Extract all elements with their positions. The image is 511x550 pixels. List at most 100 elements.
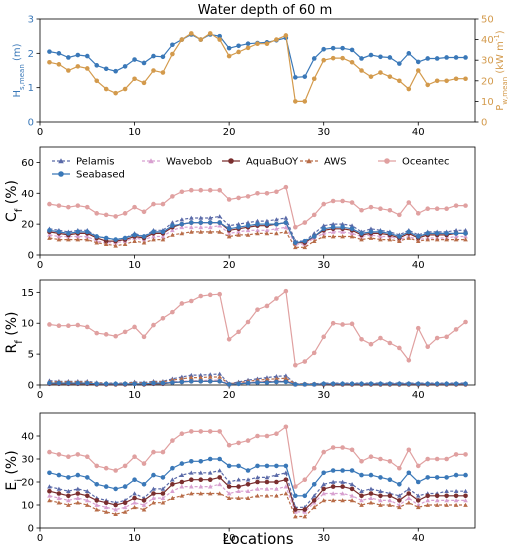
data-point <box>434 502 440 507</box>
data-point <box>444 237 449 242</box>
legend-label: AquaBuOY <box>246 157 299 168</box>
series-oceantec <box>47 288 468 368</box>
data-point <box>330 45 336 51</box>
x-tick-label: 20 <box>223 260 236 271</box>
data-point <box>160 315 166 321</box>
legend-marker <box>58 171 64 177</box>
data-point <box>349 482 355 487</box>
data-point <box>189 429 194 434</box>
data-point <box>189 187 194 193</box>
data-point <box>311 231 317 236</box>
data-point <box>198 491 204 496</box>
data-point <box>425 381 431 387</box>
data-point <box>415 493 421 498</box>
data-point <box>387 237 393 242</box>
x-tick-label: 0 <box>37 260 43 271</box>
data-point <box>330 445 336 450</box>
data-point <box>349 468 355 473</box>
x-tick-label: 20 <box>223 533 236 544</box>
data-point <box>47 59 52 65</box>
data-point <box>453 381 459 387</box>
data-point <box>387 493 393 499</box>
data-point <box>160 70 166 75</box>
data-point <box>368 235 374 240</box>
y-tick-label: 5 <box>28 350 34 361</box>
data-point <box>321 470 326 476</box>
data-point <box>189 477 194 483</box>
data-point <box>132 381 137 387</box>
data-point <box>122 509 128 514</box>
data-point <box>75 452 81 457</box>
legend-item: AquaBuOY <box>222 157 299 168</box>
data-point <box>198 293 204 299</box>
data-point <box>283 373 289 378</box>
data-point <box>47 484 52 489</box>
data-point <box>406 470 412 476</box>
data-point <box>56 495 62 500</box>
data-point <box>245 468 251 473</box>
data-point <box>160 234 166 239</box>
data-point <box>415 211 421 216</box>
data-point <box>264 218 270 223</box>
data-point <box>226 223 232 228</box>
data-point <box>340 381 345 387</box>
data-point <box>397 78 402 84</box>
data-point <box>425 502 431 507</box>
data-point <box>47 201 52 207</box>
data-point <box>170 220 175 225</box>
data-point <box>406 495 412 500</box>
data-point <box>66 323 71 329</box>
data-point <box>255 221 260 227</box>
series-aws <box>47 491 468 519</box>
data-point <box>179 376 185 381</box>
data-point <box>378 498 383 503</box>
data-point <box>217 491 222 496</box>
data-point <box>359 207 364 213</box>
data-point <box>264 221 270 227</box>
data-point <box>170 194 175 199</box>
data-point <box>75 500 81 505</box>
data-point <box>321 226 326 232</box>
data-point <box>94 507 100 512</box>
data-point <box>198 220 204 225</box>
data-point <box>397 381 402 387</box>
y-tick-label: 20 <box>21 478 34 489</box>
data-point <box>406 500 412 505</box>
x-tick-label: 30 <box>317 533 330 544</box>
y-tick-label: 0 <box>28 381 34 392</box>
x-tick-label: 10 <box>128 390 141 401</box>
panel-3: 0 10 20 30 40 0 5 10 15 Rf (%) <box>4 279 476 401</box>
data-point <box>226 231 232 236</box>
data-point <box>415 381 421 387</box>
data-point <box>330 484 336 489</box>
y-right-tick-label: 40 <box>481 35 494 46</box>
data-point <box>198 37 204 42</box>
data-point <box>198 372 204 377</box>
data-point <box>84 237 90 242</box>
plot-frame <box>39 146 476 256</box>
data-point <box>311 212 317 218</box>
data-point <box>189 372 194 377</box>
data-point <box>368 341 374 347</box>
data-point <box>321 486 326 492</box>
data-point <box>217 33 222 39</box>
data-point <box>378 381 383 387</box>
data-point <box>170 51 175 57</box>
data-point <box>113 214 118 219</box>
series-aws <box>47 229 468 250</box>
data-point <box>94 330 100 336</box>
data-point <box>406 235 412 240</box>
x-tick-label: 20 <box>223 127 236 138</box>
data-point <box>283 184 289 190</box>
x-tick-label: 40 <box>412 127 425 138</box>
data-point <box>311 482 317 487</box>
x-tick-label: 10 <box>128 127 141 138</box>
data-point <box>463 76 468 82</box>
data-point <box>349 498 355 503</box>
data-point <box>245 319 251 325</box>
data-point <box>463 237 468 242</box>
data-point <box>340 468 345 473</box>
data-point <box>406 200 412 205</box>
data-point <box>340 234 345 239</box>
legend-label: Pelamis <box>76 157 114 168</box>
